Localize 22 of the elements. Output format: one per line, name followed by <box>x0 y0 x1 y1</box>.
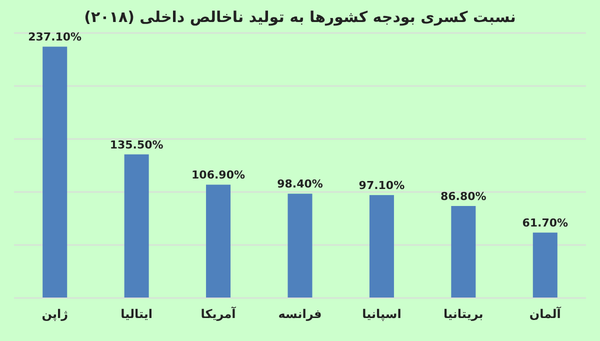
x-tick-label: آلمان <box>529 306 562 321</box>
data-label: 97.10% <box>358 179 405 192</box>
x-tick-label: ژاپن <box>42 307 68 321</box>
data-label: 98.40% <box>277 178 323 191</box>
bar <box>532 232 558 298</box>
data-label: 61.70% <box>522 216 568 230</box>
bar <box>42 46 68 298</box>
x-tick-label: اسپانیا <box>362 307 402 321</box>
bar <box>288 194 312 298</box>
data-label: 106.90% <box>192 168 246 182</box>
data-label: 237.10% <box>28 30 82 44</box>
x-tick-label: ایتالیا <box>120 307 153 321</box>
data-label: 86.80% <box>440 190 486 203</box>
chart-title: نسبت کسری بودجه کشورها به تولید ناخالص داخلی (۲۰۱۸) <box>84 8 516 26</box>
bar <box>369 195 394 298</box>
bar <box>451 206 476 298</box>
data-label: 135.50% <box>110 138 164 152</box>
x-tick-label: فرانسه <box>278 307 322 321</box>
x-tick-label: آمریکا <box>200 306 237 321</box>
bar <box>206 184 231 298</box>
x-tick-label: بریتانیا <box>444 307 484 321</box>
bar <box>124 154 149 298</box>
